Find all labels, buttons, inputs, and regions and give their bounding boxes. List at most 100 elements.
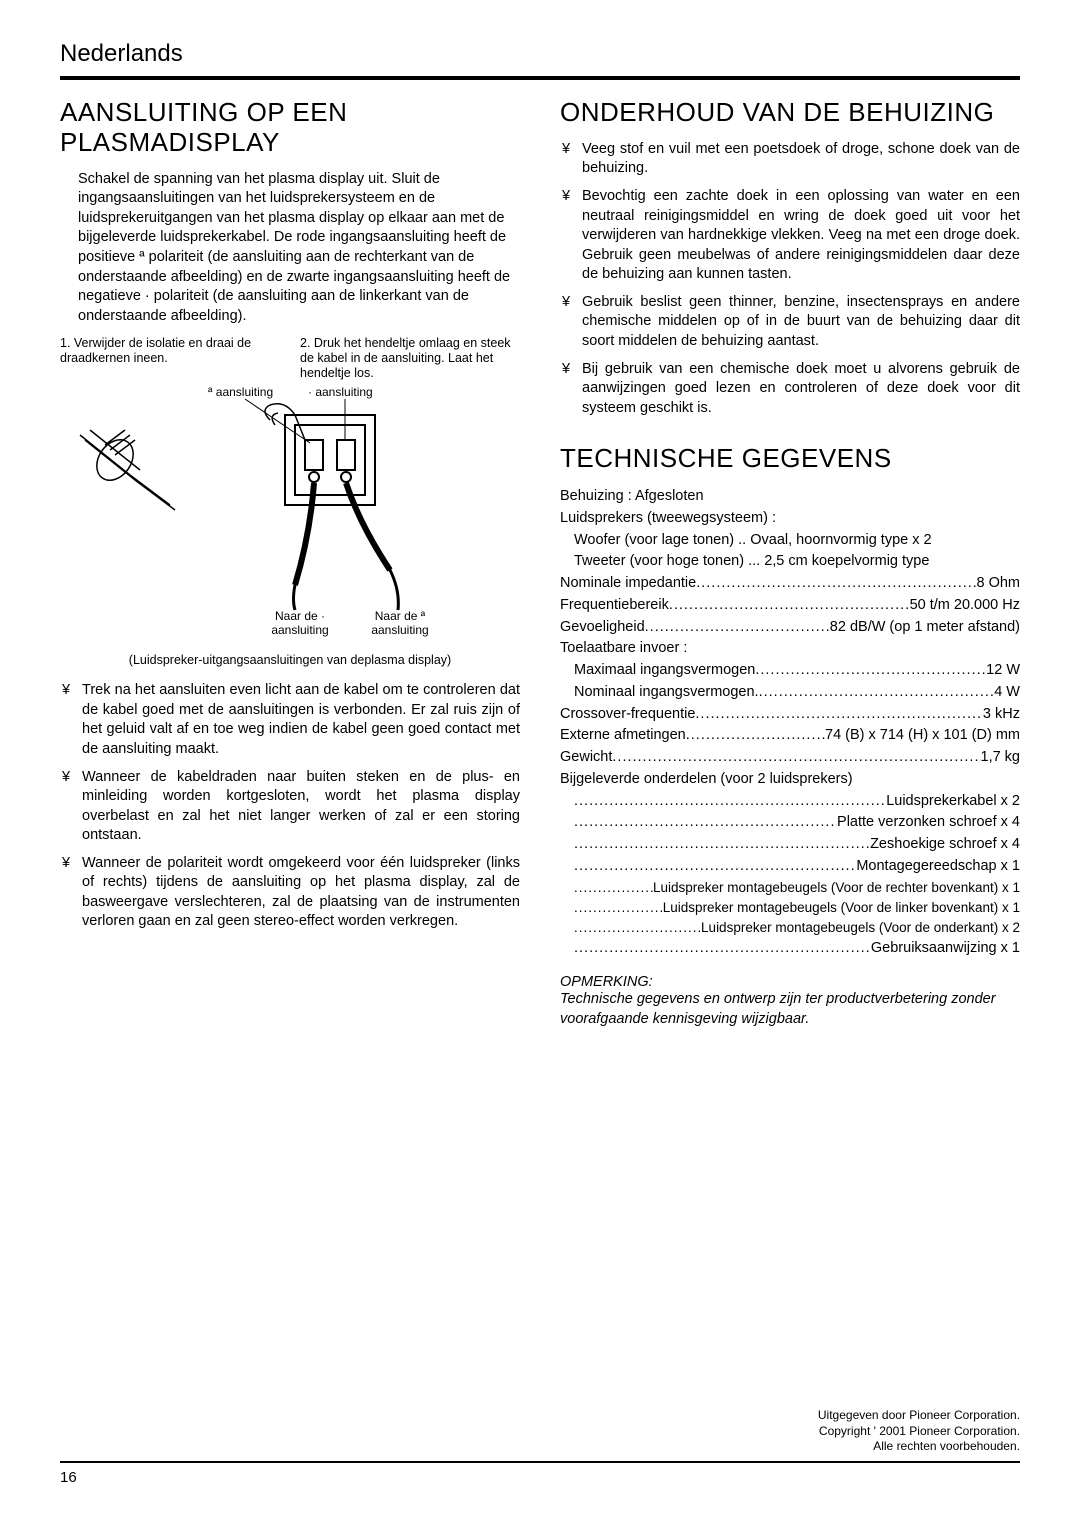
woofer-line: Woofer (voor lage tonen) .. Ovaal, hoorn… <box>560 530 1020 552</box>
sens-label: Gevoeligheid <box>560 617 645 639</box>
cross-line: Crossover-frequentie 3 kHz <box>560 704 1020 726</box>
dim-line: Externe afmetingen 74 (B) x 714 (H) x 101… <box>560 725 1020 747</box>
dots <box>574 878 653 898</box>
acc-line: Luidsprekerkabel x 2 <box>560 791 1020 813</box>
figure-instructions: 1. Verwijder de isolatie en draai de dra… <box>60 336 520 381</box>
connection-bullets: Trek na het aansluiten even licht aan de… <box>60 681 520 932</box>
acc-value: Zeshoekige schroef x 4 <box>870 834 1020 856</box>
impedance-label: Nominale impedantie <box>560 573 696 595</box>
acc-line: Luidspreker montagebeugels (Voor de onde… <box>560 918 1020 938</box>
maintenance-bullets: Veeg stof en vuil met een poetsdoek of d… <box>560 140 1020 418</box>
list-item: Bij gebruik van een chemische doek moet … <box>560 360 1020 419</box>
cross-value: 3 kHz <box>983 704 1020 726</box>
dots <box>686 725 825 747</box>
enclosure-value: Afgesloten <box>635 488 704 504</box>
pub-line: Uitgegeven door Pioneer Corporation. <box>60 1408 1020 1424</box>
language-header: Nederlands <box>60 40 1020 68</box>
right-column: ONDERHOUD VAN DE BEHUIZING Veeg stof en … <box>560 98 1020 1029</box>
pub-line: Copyright ' 2001 Pioneer Corporation. <box>60 1424 1020 1440</box>
dots <box>645 617 830 639</box>
nom-value: 4 W <box>994 682 1020 704</box>
connection-title: AANSLUITING OP EEN PLASMADISPLAY <box>60 98 520 158</box>
dots <box>695 704 983 726</box>
publisher-block: Uitgegeven door Pioneer Corporation. Cop… <box>60 1408 1020 1455</box>
dots <box>574 918 701 938</box>
acc-value: Montagegereedschap x 1 <box>856 856 1020 878</box>
bottom-rule <box>60 1461 1020 1463</box>
tweeter-label: Tweeter (voor hoge tonen) ... <box>574 553 760 569</box>
dots <box>574 898 663 918</box>
dots <box>755 660 986 682</box>
dim-value: 74 (B) x 714 (H) x 101 (D) mm <box>825 725 1020 747</box>
list-item: Gebruik beslist geen thinner, benzine, i… <box>560 293 1020 352</box>
max-label: Maximaal ingangsvermogen <box>574 660 755 682</box>
page-number: 16 <box>60 1469 1020 1486</box>
max-line: Maximaal ingangsvermogen 12 W <box>560 660 1020 682</box>
weight-line: Gewicht 1,7 kg <box>560 747 1020 769</box>
connection-figure: ª aansluiting · aansluiting Naar de · aa… <box>60 385 520 645</box>
dots <box>574 938 871 960</box>
sens-value: 82 dB/W (op 1 meter afstand) <box>830 617 1020 639</box>
specs-title: TECHNISCHE GEGEVENS <box>560 444 1020 474</box>
figure-caption: (Luidspreker-uitgangsaansluitingen van d… <box>60 653 520 667</box>
dots <box>574 791 886 813</box>
list-item: Trek na het aansluiten even licht aan de… <box>60 681 520 759</box>
pub-line: Alle rechten voorbehouden. <box>60 1439 1020 1455</box>
weight-value: 1,7 kg <box>981 747 1021 769</box>
weight-label: Gewicht <box>560 747 612 769</box>
acc-line: Zeshoekige schroef x 4 <box>560 834 1020 856</box>
top-rule <box>60 76 1020 80</box>
acc-line: Luidspreker montagebeugels (Voor de rech… <box>560 878 1020 898</box>
list-item: Veeg stof en vuil met een poetsdoek of d… <box>560 140 1020 179</box>
left-column: AANSLUITING OP EEN PLASMADISPLAY Schakel… <box>60 98 520 1029</box>
acc-value: Platte verzonken schroef x 4 <box>837 812 1020 834</box>
connection-intro: Schakel de spanning van het plasma displ… <box>60 170 520 327</box>
woofer-value: Ovaal, hoornvormig type x 2 <box>750 532 931 548</box>
dim-label: Externe afmetingen <box>560 725 686 747</box>
list-item: Wanneer de kabeldraden naar buiten steke… <box>60 768 520 846</box>
dots <box>612 747 980 769</box>
impedance-value: 8 Ohm <box>976 573 1020 595</box>
freq-value: 50 t/m 20.000 Hz <box>910 595 1020 617</box>
impedance-line: Nominale impedantie 8 Ohm <box>560 573 1020 595</box>
acc-line: Gebruiksaanwijzing x 1 <box>560 938 1020 960</box>
dots <box>574 812 837 834</box>
acc-value: Gebruiksaanwijzing x 1 <box>871 938 1020 960</box>
content-columns: AANSLUITING OP EEN PLASMADISPLAY Schakel… <box>60 98 1020 1029</box>
acc-value: Luidsprekerkabel x 2 <box>886 791 1020 813</box>
tweeter-value: 2,5 cm koepelvormig type <box>764 553 929 569</box>
nom-line: Nominaal ingangsvermogen. 4 W <box>560 682 1020 704</box>
dots <box>759 682 995 704</box>
page-footer: Uitgegeven door Pioneer Corporation. Cop… <box>60 1408 1020 1486</box>
wiring-diagram-icon <box>60 385 500 645</box>
acc-value: Luidspreker montagebeugels (Voor de rech… <box>653 878 1020 898</box>
maintenance-title: ONDERHOUD VAN DE BEHUIZING <box>560 98 1020 128</box>
acc-value: Luidspreker montagebeugels (Voor de onde… <box>701 918 1020 938</box>
cross-label: Crossover-frequentie <box>560 704 695 726</box>
dots <box>669 595 910 617</box>
dots <box>574 834 870 856</box>
freq-label: Frequentiebereik <box>560 595 669 617</box>
list-item: Bevochtig een zachte doek in een oplossi… <box>560 187 1020 285</box>
accessories-header: Bijgeleverde onderdelen (voor 2 luidspre… <box>560 769 1020 791</box>
enclosure-line: Behuizing : Afgesloten <box>560 486 1020 508</box>
acc-value: Luidspreker montagebeugels (Voor de link… <box>663 898 1020 918</box>
speakers-header: Luidsprekers (tweewegsysteem) : <box>560 508 1020 530</box>
dots <box>696 573 976 595</box>
tweeter-line: Tweeter (voor hoge tonen) ... 2,5 cm koe… <box>560 551 1020 573</box>
freq-line: Frequentiebereik 50 t/m 20.000 Hz <box>560 595 1020 617</box>
acc-line: Platte verzonken schroef x 4 <box>560 812 1020 834</box>
woofer-label: Woofer (voor lage tonen) .. <box>574 532 746 548</box>
enclosure-label: Behuizing : <box>560 488 632 504</box>
note-title: OPMERKING: <box>560 974 1020 990</box>
step-2-text: 2. Druk het hendeltje omlaag en steek de… <box>300 336 520 381</box>
step-1-text: 1. Verwijder de isolatie en draai de dra… <box>60 336 280 381</box>
sens-line: Gevoeligheid 82 dB/W (op 1 meter afstand) <box>560 617 1020 639</box>
nom-label: Nominaal ingangsvermogen. <box>574 682 759 704</box>
specs-block: Behuizing : Afgesloten Luidsprekers (twe… <box>560 486 1020 960</box>
max-value: 12 W <box>986 660 1020 682</box>
list-item: Wanneer de polariteit wordt omgekeerd vo… <box>60 854 520 932</box>
acc-line: Montagegereedschap x 1 <box>560 856 1020 878</box>
acc-line: Luidspreker montagebeugels (Voor de link… <box>560 898 1020 918</box>
dots <box>574 856 856 878</box>
